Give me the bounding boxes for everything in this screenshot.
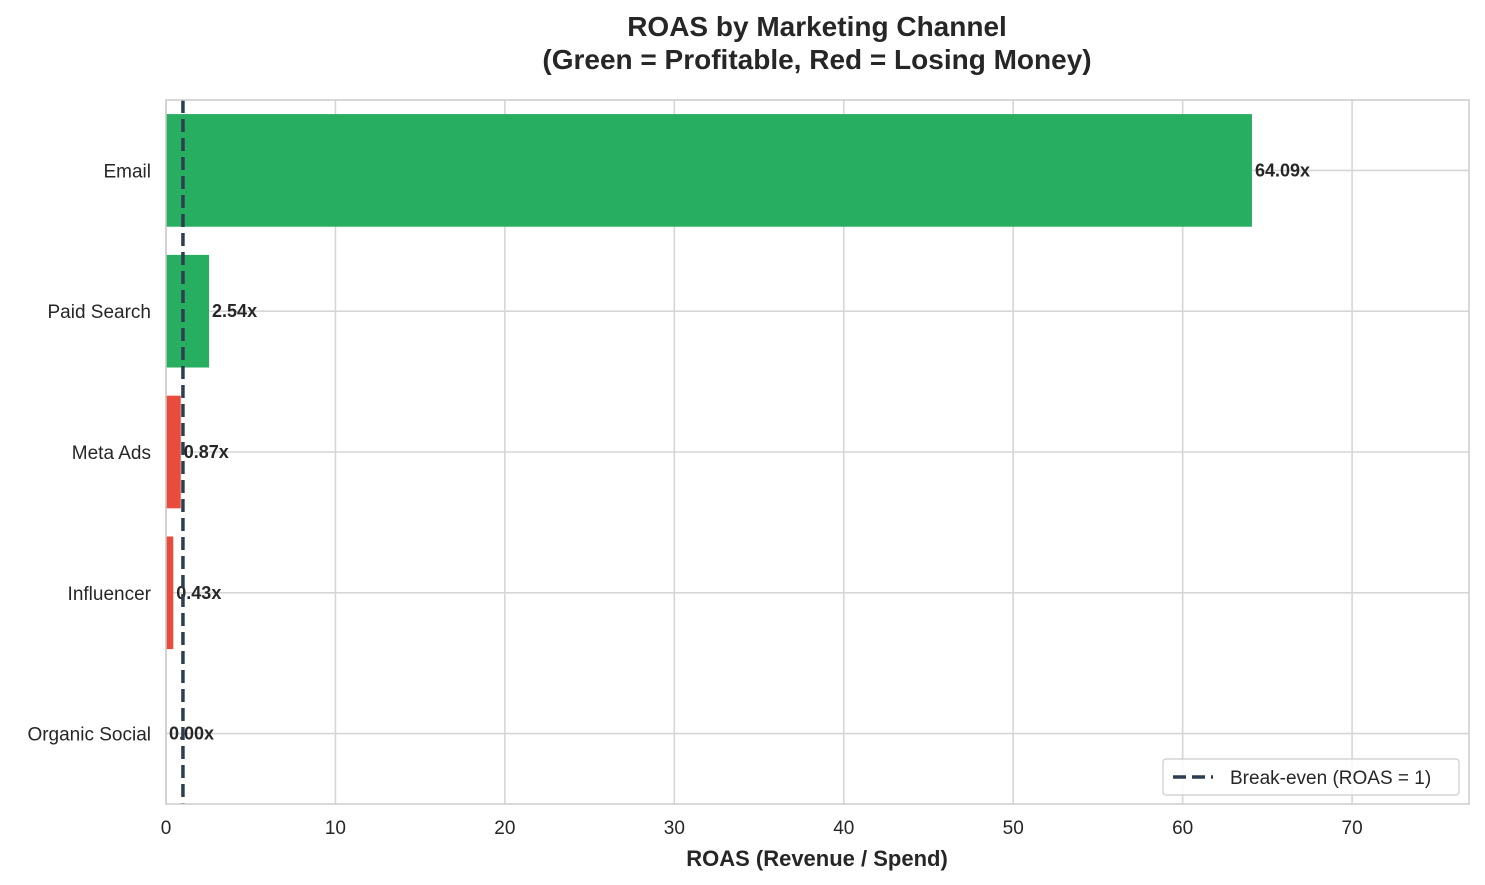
x-tick-label: 0 — [161, 818, 172, 839]
legend: Break-even (ROAS = 1) — [1162, 758, 1460, 796]
y-tick-label: Email — [103, 161, 151, 182]
data-label: 2.54x — [212, 301, 257, 321]
x-axis-label: ROAS (Revenue / Spend) — [686, 846, 948, 871]
x-tick-label: 40 — [833, 818, 854, 839]
plot-frame — [165, 99, 1470, 805]
legend-label: Break-even (ROAS = 1) — [1230, 768, 1431, 789]
y-tick-label: Paid Search — [47, 302, 151, 323]
x-tick-label: 30 — [664, 818, 685, 839]
x-tick-labels: 0 10 20 30 40 50 60 70 — [161, 818, 1363, 839]
bar-paid-search — [166, 254, 210, 368]
data-label: 0.43x — [176, 583, 221, 603]
chart-title-line2: (Green = Profitable, Red = Losing Money) — [542, 44, 1091, 75]
bar-email — [166, 114, 1252, 227]
x-tick-label: 60 — [1172, 818, 1193, 839]
bars — [166, 114, 1252, 650]
x-tick-label: 70 — [1342, 818, 1363, 839]
x-tick-label: 10 — [325, 818, 346, 839]
bar-influencer — [166, 536, 174, 650]
data-label: 0.87x — [184, 442, 229, 462]
legend-box — [1162, 758, 1460, 796]
y-tick-labels: Email Paid Search Meta Ads Influencer Organi… — [27, 161, 151, 745]
y-tick-label: Organic Social — [27, 725, 151, 746]
data-labels: 64.09x 2.54x 0.87x 0.43x 0.00x — [169, 160, 1310, 743]
data-label: 0.00x — [169, 724, 214, 744]
y-tick-label: Meta Ads — [72, 443, 151, 464]
data-label: 64.09x — [1255, 160, 1310, 180]
x-tick-label: 20 — [494, 818, 515, 839]
x-tick-label: 50 — [1003, 818, 1024, 839]
y-tick-label: Influencer — [68, 584, 152, 605]
chart-title-line1: ROAS by Marketing Channel — [627, 11, 1007, 42]
bar-meta-ads — [166, 395, 181, 509]
